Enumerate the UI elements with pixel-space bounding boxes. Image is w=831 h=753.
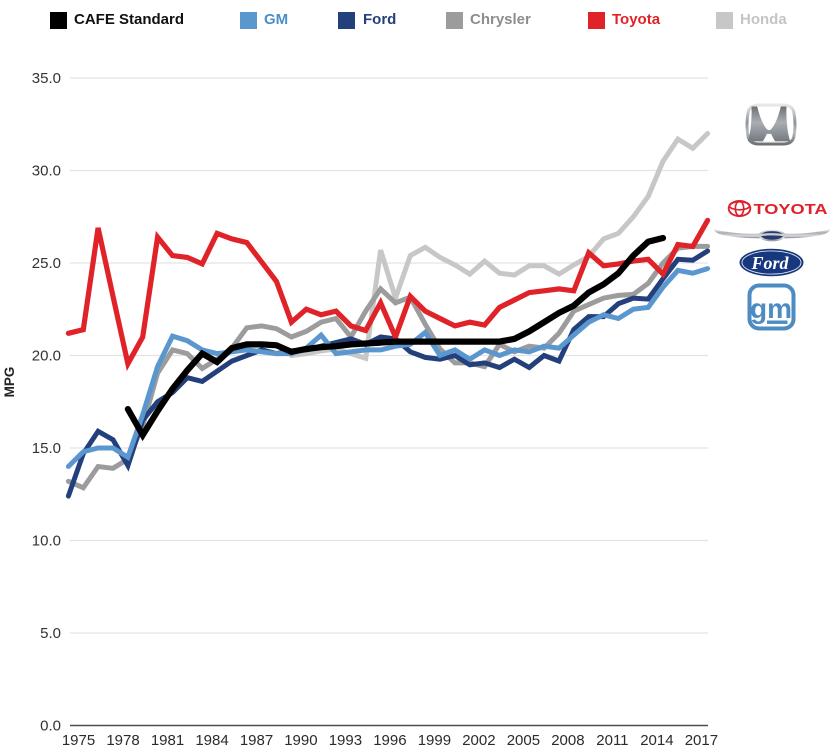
svg-text:2002: 2002 — [462, 732, 495, 749]
svg-text:1975: 1975 — [62, 732, 95, 749]
svg-text:1999: 1999 — [418, 732, 451, 749]
svg-text:1987: 1987 — [240, 732, 273, 749]
svg-text:1996: 1996 — [373, 732, 406, 749]
svg-text:Ford: Ford — [750, 253, 789, 273]
svg-text:2017: 2017 — [685, 732, 718, 749]
svg-text:1978: 1978 — [106, 732, 139, 749]
svg-text:0.0: 0.0 — [40, 718, 61, 735]
svg-text:2008: 2008 — [551, 732, 584, 749]
svg-text:2005: 2005 — [507, 732, 540, 749]
svg-text:20.0: 20.0 — [32, 348, 61, 365]
svg-text:1990: 1990 — [284, 732, 317, 749]
svg-text:30.0: 30.0 — [32, 163, 61, 180]
svg-text:1984: 1984 — [195, 732, 228, 749]
svg-text:1981: 1981 — [151, 732, 184, 749]
svg-text:1993: 1993 — [329, 732, 362, 749]
svg-text:MPG: MPG — [2, 367, 17, 398]
svg-text:35.0: 35.0 — [32, 70, 61, 87]
svg-text:gm: gm — [750, 293, 792, 324]
svg-text:2011: 2011 — [596, 732, 628, 749]
svg-text:15.0: 15.0 — [32, 440, 61, 457]
svg-text:10.0: 10.0 — [32, 533, 61, 550]
svg-text:25.0: 25.0 — [32, 255, 61, 272]
svg-text:2014: 2014 — [640, 732, 673, 749]
svg-text:TOYOTA: TOYOTA — [754, 201, 828, 218]
svg-text:5.0: 5.0 — [40, 625, 61, 642]
